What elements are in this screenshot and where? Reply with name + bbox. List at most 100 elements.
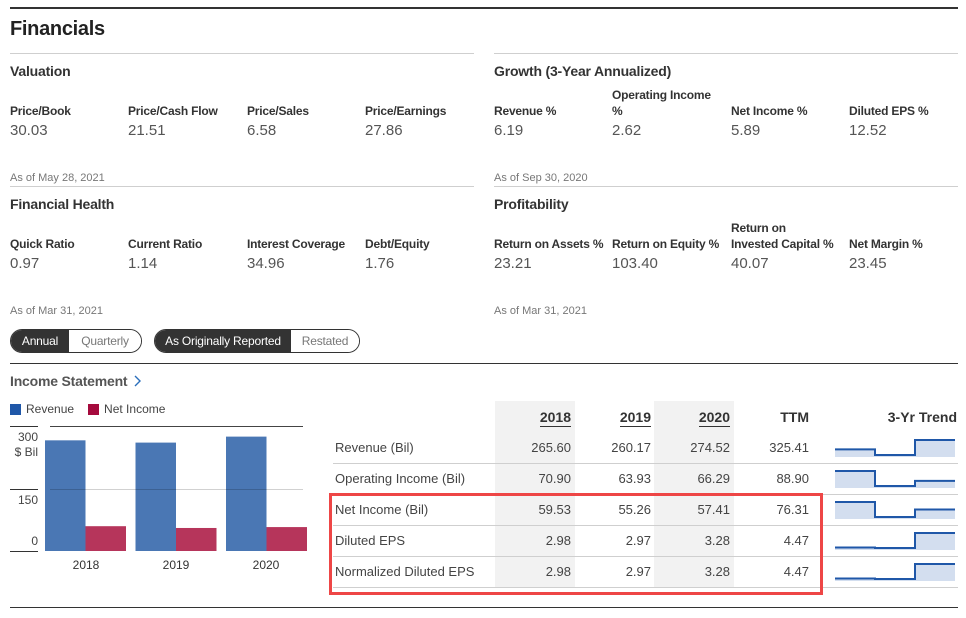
metric-value: 27.86 <box>365 122 403 139</box>
trend-area <box>835 533 955 550</box>
metric-interest-coverage: Interest Coverage 34.96 <box>247 187 365 272</box>
quarterly-toggle-button[interactable]: Quarterly <box>69 330 141 352</box>
divider <box>494 186 958 187</box>
cell-value: 70.90 <box>538 471 571 486</box>
annual-toggle-button[interactable]: Annual <box>11 330 69 352</box>
net-income-swatch <box>88 403 100 415</box>
reporting-toggle[interactable]: As Originally Reported Restated <box>154 329 360 353</box>
page-title: Financials <box>10 18 105 40</box>
trend-area <box>835 440 955 457</box>
income-statement-title: Income Statement <box>10 373 128 389</box>
metric-net-income-growth: Net Income % 5.89 <box>731 54 849 139</box>
cell-value: 76.31 <box>776 502 809 517</box>
metric-value: 23.45 <box>849 255 887 272</box>
x-category-label: 2018 <box>72 558 100 572</box>
cell-value: 4.47 <box>783 564 809 579</box>
divider <box>10 53 474 54</box>
metric-label: Price/Earnings <box>365 104 447 118</box>
trend-line <box>835 532 955 549</box>
cell-value: 55.26 <box>618 502 651 517</box>
chart-legend: Revenue Net Income <box>10 402 179 416</box>
bar-net-income-2018 <box>85 526 126 551</box>
metric-value: 1.14 <box>128 255 158 272</box>
trend-area <box>835 564 955 581</box>
metric-debt-equity: Debt/Equity 1.76 <box>365 187 483 272</box>
cell-value: 2.97 <box>625 564 651 579</box>
trend-sparkline <box>835 501 955 519</box>
column-header-trend: 3-Yr Trend <box>887 409 957 425</box>
legend-label: Net Income <box>104 402 166 416</box>
cell-value: 4.47 <box>783 533 809 548</box>
metric-label: Price/Sales <box>247 104 309 118</box>
section-title: Valuation <box>10 63 71 79</box>
row-label-revenue: Revenue (Bil) <box>335 440 414 455</box>
y-axis-unit-label: $ Bil <box>14 445 38 459</box>
row-label-normalized-diluted-eps: Normalized Diluted EPS <box>335 564 475 579</box>
header-label: 2020 <box>698 409 730 427</box>
trend-area <box>835 502 955 519</box>
trend-sparkline <box>835 563 955 581</box>
section-title: Financial Health <box>10 196 115 212</box>
income-statement-link[interactable]: Income Statement <box>10 372 142 390</box>
bar-net-income-2019 <box>176 527 217 551</box>
metric-price-earnings: Price/Earnings 27.86 <box>365 54 483 139</box>
y-tick-label-0: 0 <box>31 534 38 548</box>
top-rule <box>10 7 958 9</box>
metric-value: 2.62 <box>612 122 642 139</box>
metric-net-margin: Net Margin % 23.45 <box>849 187 966 272</box>
cell-value: 2.98 <box>545 564 571 579</box>
row-divider <box>333 463 958 464</box>
divider <box>10 186 474 187</box>
metric-label: Quick Ratio <box>10 237 75 251</box>
bar-revenue-2020 <box>226 436 267 551</box>
metric-price-book: Price/Book 30.03 <box>10 54 128 139</box>
legend-item-revenue: Revenue <box>10 402 74 416</box>
column-header-ttm: TTM <box>780 409 809 425</box>
metric-value: 30.03 <box>10 122 48 139</box>
cell-value: 3.28 <box>704 564 730 579</box>
metric-current-ratio: Current Ratio 1.14 <box>128 187 246 272</box>
metric-value: 21.51 <box>128 122 166 139</box>
column-header-2018: 2018 <box>501 408 571 427</box>
period-toggle[interactable]: Annual Quarterly <box>10 329 142 353</box>
legend-item-net-income: Net Income <box>88 402 165 416</box>
cell-value: 57.41 <box>697 502 730 517</box>
metric-label: Return on Assets % <box>494 237 604 251</box>
cell-value: 63.93 <box>618 471 651 486</box>
trend-line <box>835 439 955 456</box>
bar-net-income-2020 <box>266 527 307 551</box>
column-header-2020: 2020 <box>660 408 730 427</box>
growth-section: Growth (3-Year Annualized) Revenue % 6.1… <box>494 54 958 186</box>
metric-quick-ratio: Quick Ratio 0.97 <box>10 187 128 272</box>
valuation-section: Valuation Price/Book 30.03 Price/Cash Fl… <box>10 54 474 186</box>
trend-line <box>835 563 955 580</box>
as-originally-reported-button[interactable]: As Originally Reported <box>155 330 291 352</box>
header-label: 2018 <box>539 409 571 427</box>
metric-value: 12.52 <box>849 122 887 139</box>
metric-value: 0.97 <box>10 255 40 272</box>
x-category-label: 2019 <box>162 558 190 572</box>
row-label-operating-income: Operating Income (Bil) <box>335 471 466 486</box>
metric-label: Return on Invested Capital % <box>731 221 834 251</box>
as-of-date: As of Mar 31, 2021 <box>494 305 587 317</box>
metric-return-on-invested-capital: Return on Invested Capital % 40.07 <box>731 187 849 272</box>
metric-value: 34.96 <box>247 255 285 272</box>
cell-value: 325.41 <box>769 440 809 455</box>
metric-label: Price/Cash Flow <box>128 104 218 118</box>
section-title: Growth (3-Year Annualized) <box>494 63 672 79</box>
metric-value: 103.40 <box>612 255 658 272</box>
metric-label: Return on Equity % <box>612 237 720 251</box>
trend-area <box>835 471 955 488</box>
metric-revenue-growth: Revenue % 6.19 <box>494 54 612 139</box>
cell-value: 59.53 <box>538 502 571 517</box>
metric-label: Operating Income % <box>612 88 711 118</box>
trend-line <box>835 470 955 487</box>
metric-label: Net Margin % <box>849 237 923 251</box>
highlight-box <box>329 493 823 595</box>
metric-label: Net Income % <box>731 104 808 118</box>
y-tick-label-300: 300 <box>17 430 38 444</box>
chevron-right-icon <box>134 375 142 387</box>
cell-value: 2.98 <box>545 533 571 548</box>
metric-return-on-assets: Return on Assets % 23.21 <box>494 187 612 272</box>
restated-button[interactable]: Restated <box>291 330 359 352</box>
